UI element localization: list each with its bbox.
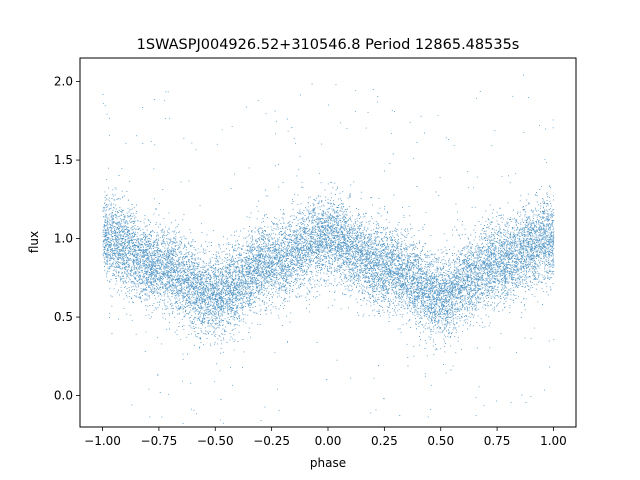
- x-tick-label: 0.50: [427, 434, 454, 448]
- y-tick-label: 2.0: [54, 75, 73, 89]
- scatter-points: [102, 74, 555, 424]
- y-tick-label: 0.0: [54, 389, 73, 403]
- y-axis-ticks: 0.0 0.5 1.0 1.5 2.0: [54, 75, 80, 403]
- x-tick-label: 0.75: [484, 434, 511, 448]
- x-tick-label: −1.00: [84, 434, 121, 448]
- y-tick-label: 1.0: [54, 232, 73, 246]
- x-axis-label: phase: [310, 456, 346, 470]
- x-axis-ticks: −1.00 −0.75 −0.50 −0.25 0.00 0.25 0.50 0.75 1.00: [84, 427, 567, 448]
- x-tick-label: 0.25: [371, 434, 398, 448]
- x-tick-label: −0.75: [141, 434, 178, 448]
- y-tick-label: 1.5: [54, 153, 73, 167]
- y-axis-label: flux: [27, 231, 41, 253]
- chart-title: 1SWASPJ004926.52+310546.8 Period 12865.4…: [137, 37, 520, 53]
- y-tick-label: 0.5: [54, 310, 73, 324]
- x-tick-label: 1.00: [540, 434, 567, 448]
- x-tick-label: −0.25: [253, 434, 290, 448]
- data-points: [102, 74, 555, 424]
- x-tick-label: 0.00: [315, 434, 342, 448]
- x-tick-label: −0.50: [197, 434, 234, 448]
